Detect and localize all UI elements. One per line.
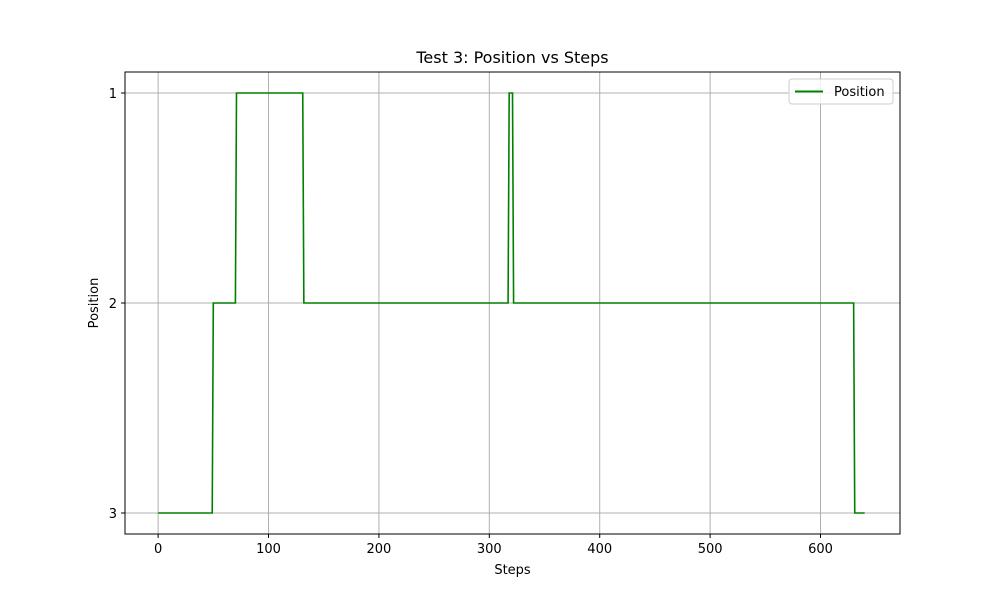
x-tick-label: 500 <box>698 542 723 557</box>
legend-box <box>788 78 894 105</box>
chart-title: Test 3: Position vs Steps <box>415 48 608 67</box>
legend-label-position: Position <box>834 85 885 100</box>
x-tick-label: 100 <box>256 542 281 557</box>
x-tick-label: 0 <box>154 542 162 557</box>
y-tick-label: 1 <box>109 87 117 102</box>
series-line-position <box>158 92 865 514</box>
x-tick-label: 400 <box>587 542 612 557</box>
y-tick-label: 3 <box>109 507 117 522</box>
x-axis-label: Steps <box>494 563 531 578</box>
ticks: 0 100 200 300 400 500 600 1 2 3 <box>109 87 833 557</box>
legend: Position <box>788 78 894 105</box>
series-layer <box>158 92 865 514</box>
y-tick-label: 2 <box>109 297 117 312</box>
y-axis-label: Position <box>87 278 102 329</box>
x-tick-label: 600 <box>808 542 833 557</box>
x-tick-label: 300 <box>477 542 502 557</box>
x-tick-label: 200 <box>367 542 392 557</box>
